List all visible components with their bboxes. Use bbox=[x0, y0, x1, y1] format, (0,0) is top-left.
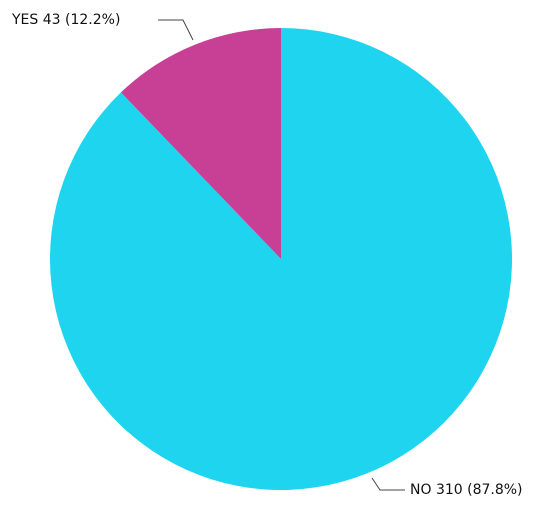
label-category: NO bbox=[410, 482, 432, 498]
label-category: YES bbox=[11, 12, 38, 28]
pie-slice bbox=[120, 28, 281, 259]
leader-line bbox=[158, 19, 194, 41]
leader-line bbox=[371, 477, 405, 491]
slice-label: YES 43 (12.2%) bbox=[11, 12, 120, 28]
label-value: 310 (87.8%) bbox=[436, 482, 523, 498]
label-value: 43 (12.2%) bbox=[43, 12, 121, 28]
slice-label: NO 310 (87.8%) bbox=[410, 482, 523, 498]
